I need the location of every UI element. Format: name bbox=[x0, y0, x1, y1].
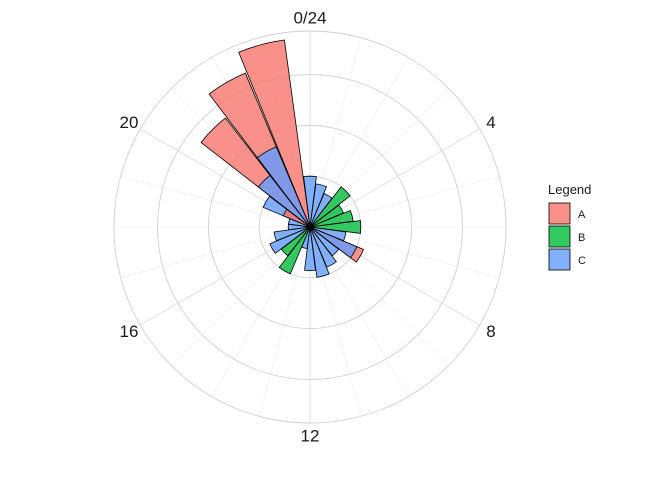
legend: Legend ABC bbox=[548, 182, 591, 271]
bar-C-12 bbox=[304, 226, 316, 271]
legend-label-A: A bbox=[578, 209, 586, 221]
theta-tick-label: 20 bbox=[120, 113, 139, 132]
bar-C-13 bbox=[301, 226, 311, 250]
legend-label-B: B bbox=[578, 232, 585, 244]
bar-C-17 bbox=[273, 226, 311, 242]
bar-B-14 bbox=[278, 226, 311, 275]
theta-tick-labels: 0/24 4 8 12 16 20 bbox=[120, 9, 496, 446]
bar-B-4 bbox=[309, 204, 344, 228]
legend-key-C bbox=[548, 248, 571, 271]
bar-C-2 bbox=[309, 193, 333, 228]
legend-key-A bbox=[548, 202, 571, 225]
theta-gridline bbox=[258, 226, 311, 417]
bar-C-21 bbox=[257, 174, 311, 228]
bar-C-9 bbox=[309, 226, 340, 257]
bar-A-20 bbox=[282, 208, 311, 228]
theta-tick-label: 12 bbox=[301, 427, 320, 446]
bar-C-19 bbox=[287, 218, 311, 228]
bar-C-8 bbox=[309, 226, 358, 259]
legend-title: Legend bbox=[548, 182, 591, 197]
bar-C-22 bbox=[256, 146, 311, 228]
theta-tick-label: 0/24 bbox=[293, 9, 326, 28]
bar-A-23 bbox=[238, 39, 311, 228]
theta-tick-label: 8 bbox=[486, 322, 495, 341]
legend-label-C: C bbox=[578, 255, 586, 267]
bar-C-11 bbox=[309, 226, 330, 278]
theta-gridline bbox=[120, 175, 311, 228]
legend-key-B bbox=[548, 225, 571, 248]
bar-C-7 bbox=[309, 226, 347, 242]
bar-C-10 bbox=[309, 226, 337, 268]
chart-bars bbox=[200, 39, 365, 278]
bar-B-3 bbox=[309, 186, 351, 228]
theta-tick-label: 4 bbox=[486, 113, 495, 132]
bar-C-16 bbox=[269, 226, 311, 254]
bar-B-6 bbox=[309, 220, 362, 234]
theta-tick-label: 16 bbox=[120, 322, 139, 341]
bar-C-0 bbox=[303, 175, 317, 228]
bar-B-15 bbox=[280, 226, 311, 257]
